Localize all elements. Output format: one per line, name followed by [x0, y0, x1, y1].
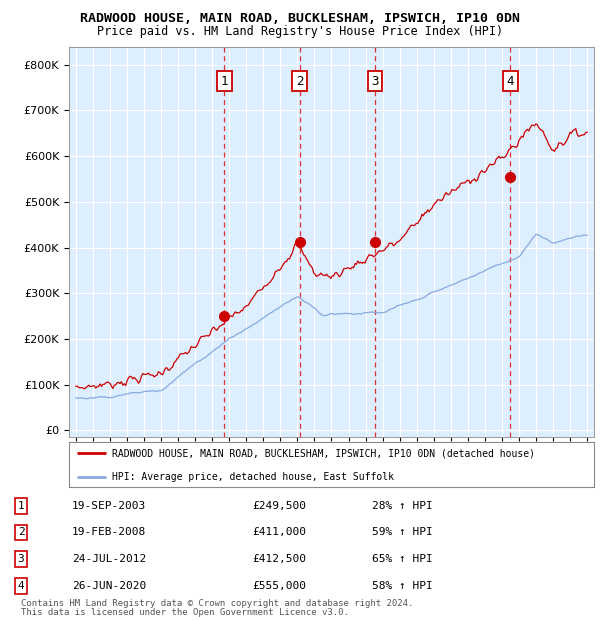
Text: 4: 4	[506, 74, 514, 87]
Text: Price paid vs. HM Land Registry's House Price Index (HPI): Price paid vs. HM Land Registry's House …	[97, 25, 503, 38]
Text: RADWOOD HOUSE, MAIN ROAD, BUCKLESHAM, IPSWICH, IP10 0DN: RADWOOD HOUSE, MAIN ROAD, BUCKLESHAM, IP…	[80, 12, 520, 25]
Text: £412,500: £412,500	[252, 554, 306, 564]
Text: 4: 4	[17, 581, 25, 591]
Text: HPI: Average price, detached house, East Suffolk: HPI: Average price, detached house, East…	[112, 472, 394, 482]
Text: 3: 3	[17, 554, 25, 564]
Text: RADWOOD HOUSE, MAIN ROAD, BUCKLESHAM, IPSWICH, IP10 0DN (detached house): RADWOOD HOUSE, MAIN ROAD, BUCKLESHAM, IP…	[112, 448, 535, 458]
Text: 3: 3	[371, 74, 379, 87]
Text: 19-FEB-2008: 19-FEB-2008	[72, 528, 146, 538]
Text: £411,000: £411,000	[252, 528, 306, 538]
Text: This data is licensed under the Open Government Licence v3.0.: This data is licensed under the Open Gov…	[21, 608, 349, 617]
Text: 19-SEP-2003: 19-SEP-2003	[72, 501, 146, 511]
Text: 1: 1	[221, 74, 228, 87]
Text: £249,500: £249,500	[252, 501, 306, 511]
Text: 24-JUL-2012: 24-JUL-2012	[72, 554, 146, 564]
Text: 59% ↑ HPI: 59% ↑ HPI	[372, 528, 433, 538]
Text: 58% ↑ HPI: 58% ↑ HPI	[372, 581, 433, 591]
Text: 1: 1	[17, 501, 25, 511]
Text: 2: 2	[296, 74, 304, 87]
Text: Contains HM Land Registry data © Crown copyright and database right 2024.: Contains HM Land Registry data © Crown c…	[21, 600, 413, 608]
Text: 26-JUN-2020: 26-JUN-2020	[72, 581, 146, 591]
Text: 2: 2	[17, 528, 25, 538]
Text: £555,000: £555,000	[252, 581, 306, 591]
Text: 28% ↑ HPI: 28% ↑ HPI	[372, 501, 433, 511]
Text: 65% ↑ HPI: 65% ↑ HPI	[372, 554, 433, 564]
